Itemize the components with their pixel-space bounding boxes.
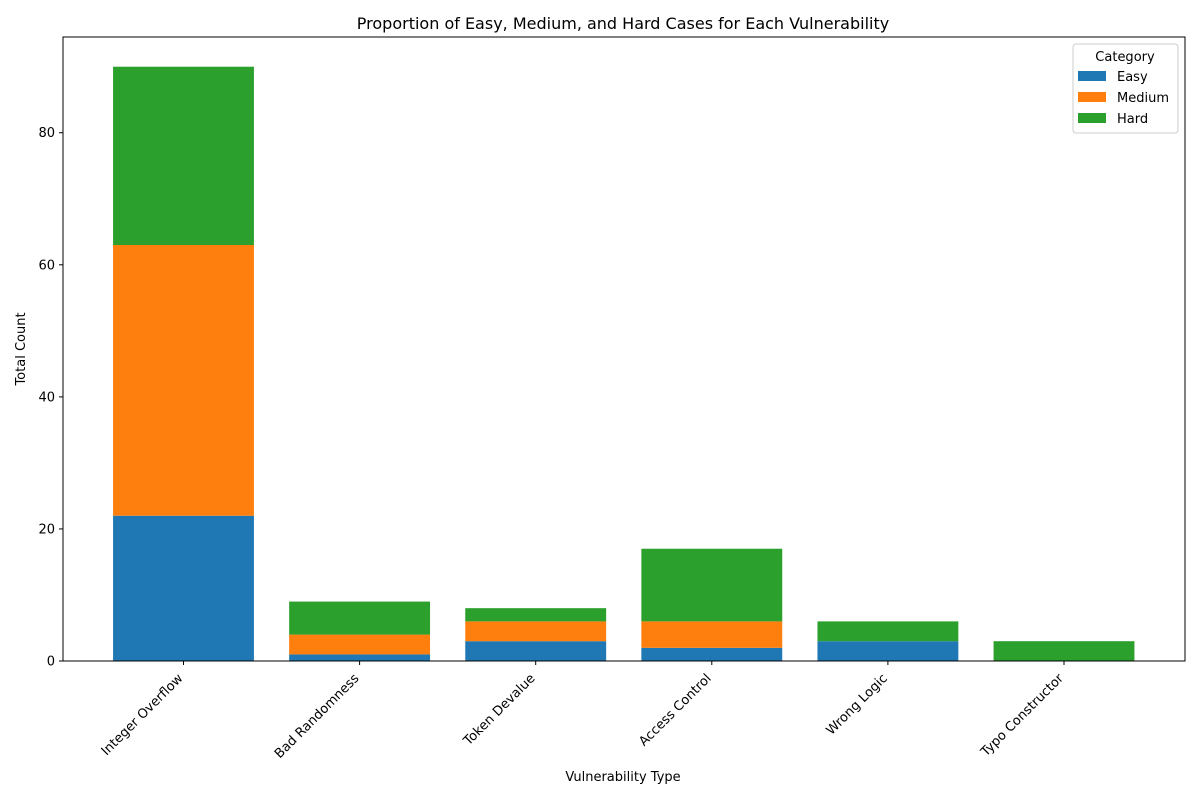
bar-medium-token-devalue: [465, 621, 607, 642]
legend-title: Category: [1095, 50, 1155, 65]
bar-easy-bad-randomness: [289, 654, 431, 661]
legend-swatch-hard: [1078, 113, 1106, 123]
y-tick-label: 20: [38, 522, 55, 537]
bar-hard-typo-constructor: [993, 641, 1135, 661]
legend-box: [1072, 43, 1179, 134]
bar-easy-access-control: [641, 647, 783, 661]
y-tick-label: 80: [38, 126, 55, 141]
legend-swatch-easy: [1078, 71, 1106, 81]
bar-hard-wrong-logic: [817, 621, 959, 642]
bar-easy-token-devalue: [465, 641, 607, 661]
chart-title: Proportion of Easy, Medium, and Hard Cas…: [357, 14, 889, 33]
bars-group: [113, 66, 1135, 661]
bar-medium-access-control: [641, 621, 783, 648]
x-tick-label: Typo Constructor: [978, 671, 1068, 761]
x-axis-label: Vulnerability Type: [565, 770, 680, 785]
legend: Category Easy Medium Hard: [1072, 43, 1179, 134]
legend-label-hard: Hard: [1117, 112, 1148, 127]
x-tick-label: Bad Randomness: [272, 671, 363, 762]
bar-medium-integer-overflow: [113, 245, 254, 516]
x-tick-label: Integer Overflow: [99, 671, 187, 759]
x-axis: Integer Overflow Bad Randomness Token Deva…: [99, 661, 1068, 762]
y-tick-label: 0: [47, 655, 55, 670]
plot-frame: [62, 36, 1186, 662]
bar-easy-wrong-logic: [817, 641, 959, 661]
legend-swatch-medium: [1078, 92, 1106, 102]
x-tick-label: Wrong Logic: [824, 671, 891, 738]
bar-easy-integer-overflow: [113, 515, 254, 661]
bar-hard-token-devalue: [465, 608, 607, 622]
bar-medium-bad-randomness: [289, 634, 431, 655]
legend-label-easy: Easy: [1117, 70, 1148, 85]
y-axis-label: Total Count: [14, 312, 29, 386]
bar-hard-integer-overflow: [113, 66, 254, 245]
legend-entries: Easy Medium Hard: [1078, 70, 1169, 127]
y-tick-label: 40: [38, 390, 55, 405]
y-tick-label: 60: [38, 258, 55, 273]
x-tick-label: Token Devalue: [460, 671, 538, 749]
bar-hard-access-control: [641, 548, 783, 622]
y-axis: 0 20 40 60 80: [38, 126, 63, 670]
bar-hard-bad-randomness: [289, 601, 431, 635]
legend-label-medium: Medium: [1117, 91, 1169, 106]
x-tick-label: Access Control: [636, 671, 714, 749]
